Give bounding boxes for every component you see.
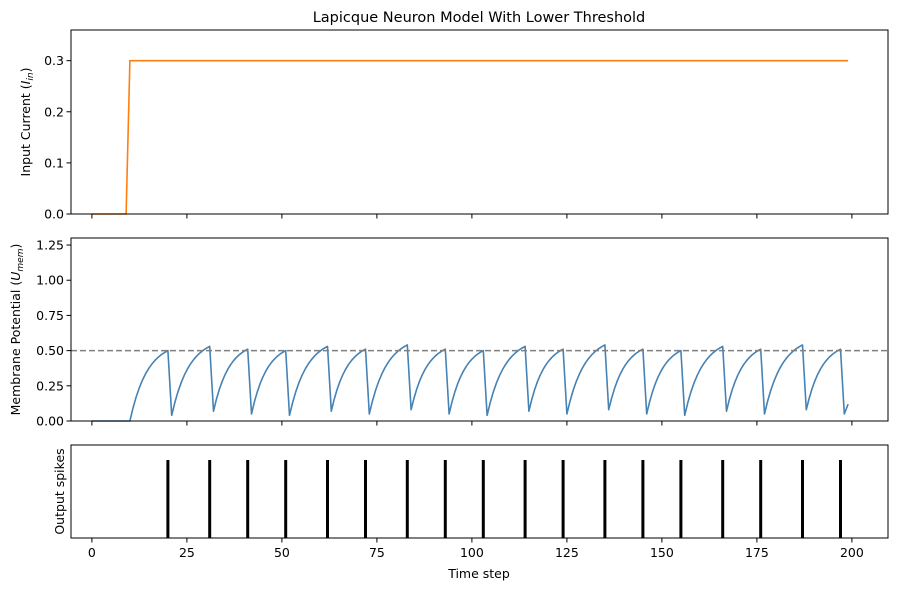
output-spikes-panel: 0 25 50 75 100 125 150 175 200 Output spikes <box>52 444 889 560</box>
y-label-subscript: in <box>26 72 36 81</box>
axes-frame <box>70 237 889 422</box>
y-label-symbol: I <box>18 80 33 84</box>
membrane-potential-panel: 0.00 0.25 0.50 0.75 1.00 1.25 Membrane Potenti… <box>8 237 889 429</box>
membrane-potential-line <box>91 344 849 422</box>
x-tick-label: 25 <box>179 545 195 560</box>
x-tick-label: 0 <box>88 545 96 560</box>
x-tick-label: 175 <box>745 545 769 560</box>
y-axis-label: Output spikes <box>52 448 67 534</box>
y-label-symbol: U <box>8 272 23 281</box>
x-tick-label: 100 <box>460 545 484 560</box>
x-tick-label: 125 <box>555 545 579 560</box>
y-label-close: ) <box>8 244 23 249</box>
y-axis-label: Membrane Potential (Umem) <box>8 244 26 416</box>
input-current-line <box>91 59 849 215</box>
y-label-text: Input Current ( <box>18 84 33 176</box>
x-axis-label: Time step <box>447 566 510 581</box>
y-tick-label: 1.00 <box>36 273 64 288</box>
y-label-close: ) <box>18 68 33 73</box>
y-tick-label: 0.75 <box>36 308 64 323</box>
y-label-text: Membrane Potential ( <box>8 281 23 416</box>
y-axis-label: Input Current (Iin) <box>18 68 36 177</box>
y-tick-label: 0.0 <box>44 207 64 222</box>
input-current-panel: 0.0 0.1 0.2 0.3 Input Current (Iin) <box>18 29 889 222</box>
y-tick-label: 0.25 <box>36 378 64 393</box>
y-tick-label: 0.50 <box>36 343 64 358</box>
figure-title: Lapicque Neuron Model With Lower Thresho… <box>313 10 646 26</box>
y-tick-label: 0.2 <box>44 104 64 119</box>
x-tick-label: 200 <box>840 545 864 560</box>
x-tick-label: 150 <box>650 545 674 560</box>
axes-frame <box>70 444 889 539</box>
x-tick-label: 50 <box>274 545 290 560</box>
axes-frame <box>70 29 889 215</box>
y-tick-label: 0.3 <box>44 53 64 68</box>
y-tick-label: 0.00 <box>36 414 64 429</box>
y-tick-label: 0.1 <box>44 155 64 170</box>
y-tick-label: 1.25 <box>36 238 64 253</box>
x-tick-label: 75 <box>369 545 385 560</box>
y-label-subscript: mem <box>16 248 26 271</box>
